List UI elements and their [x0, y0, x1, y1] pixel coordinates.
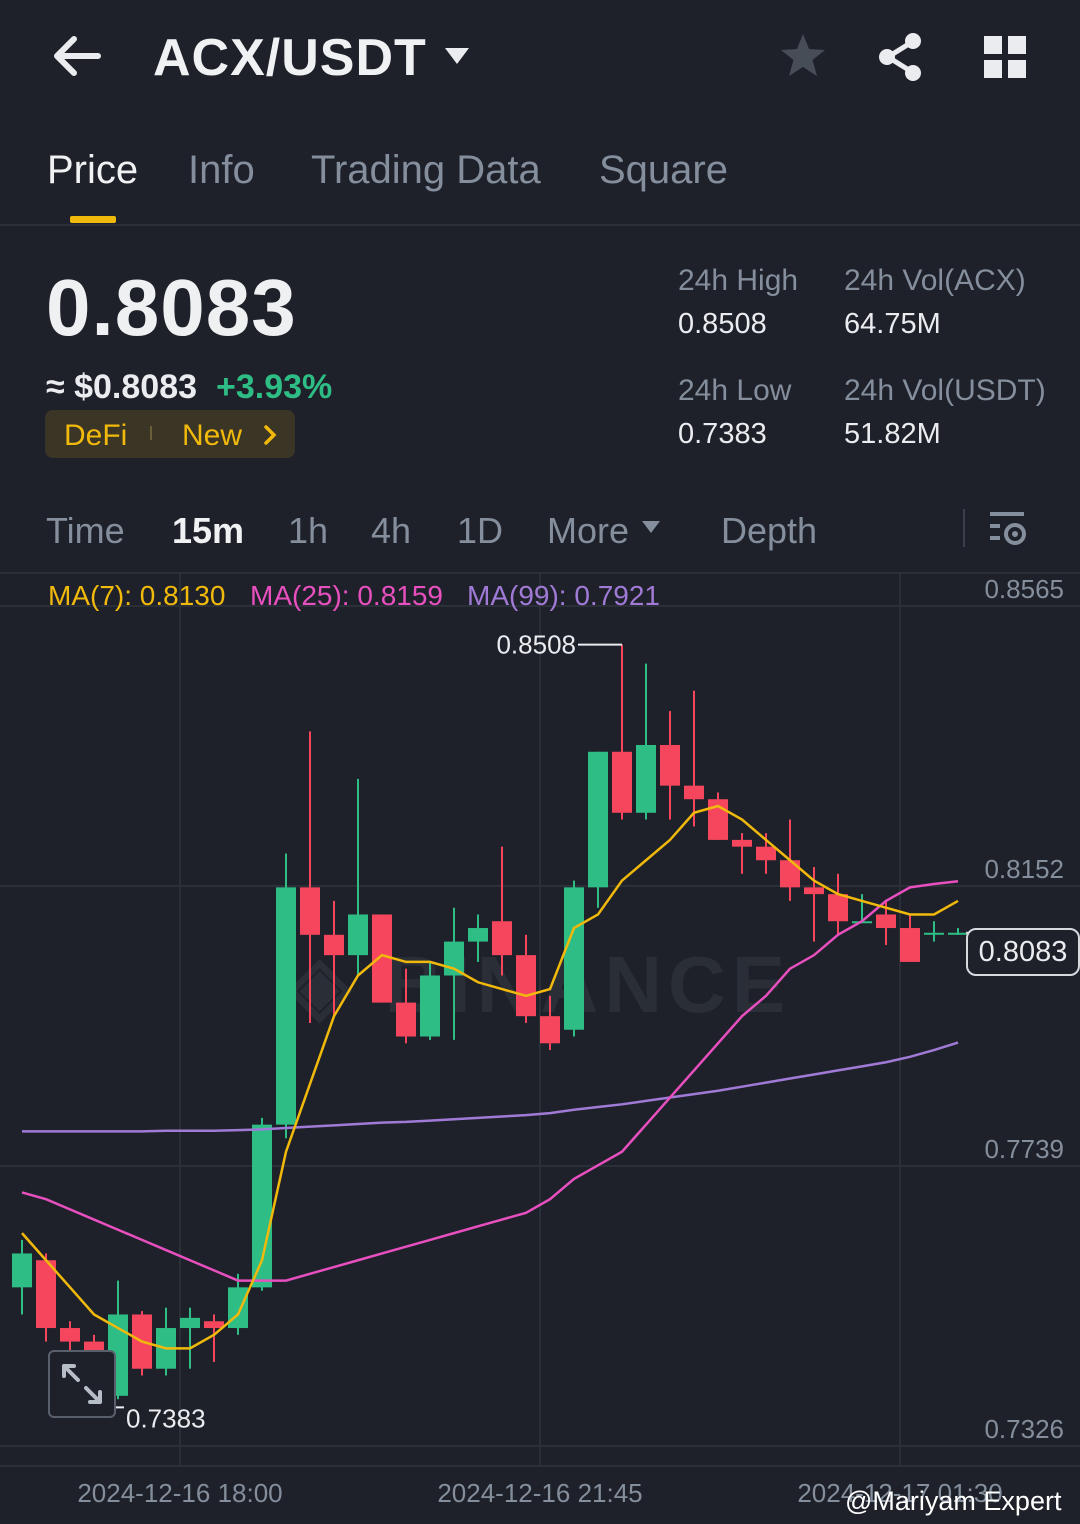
- min-price-label: 0.7383: [126, 1403, 206, 1433]
- price-change-percent: +3.93%: [216, 368, 333, 406]
- tab-price[interactable]: Price: [47, 148, 139, 192]
- candle-body: [324, 934, 344, 956]
- candle-body: [516, 955, 536, 1017]
- max-price-label: 0.8508: [496, 630, 576, 660]
- ma99-legend: MA(99): 0.7921: [467, 580, 660, 611]
- candle-body: [780, 860, 800, 888]
- candle-body: [540, 1016, 560, 1044]
- tab-trading-data[interactable]: Trading Data: [311, 148, 541, 192]
- tag-separator: [150, 426, 152, 440]
- interval-4h[interactable]: 4h: [371, 510, 412, 551]
- chart-settings-icon[interactable]: [988, 508, 1028, 548]
- back-arrow-icon[interactable]: [50, 34, 102, 78]
- tag-defi[interactable]: DeFi: [64, 419, 128, 452]
- candle-body: [276, 887, 296, 1125]
- tab-divider: [0, 224, 1080, 226]
- y-tick-label: 0.8152: [984, 854, 1064, 884]
- pair-title[interactable]: ACX/USDT: [153, 29, 427, 87]
- candle-body: [252, 1124, 272, 1288]
- vol-base-value: 64.75M: [844, 308, 941, 340]
- expand-icon: [62, 1364, 102, 1404]
- x-tick-label: 2024-12-16 21:45: [437, 1478, 642, 1508]
- candle-body: [396, 1002, 416, 1037]
- interval-1h[interactable]: 1h: [288, 510, 329, 551]
- candle-body: [444, 941, 464, 976]
- candle-body: [612, 751, 632, 813]
- candle-body: [12, 1253, 32, 1288]
- candle-body: [684, 785, 704, 800]
- tag-new[interactable]: New: [182, 419, 243, 452]
- ma7-legend: MA(7): 0.8130: [48, 580, 226, 611]
- vol-quote-label: 24h Vol(USDT): [844, 374, 1046, 407]
- candle-body: [348, 914, 368, 956]
- last-price: 0.8083: [46, 263, 297, 352]
- candle-body: [900, 928, 920, 962]
- low-label: 24h Low: [678, 374, 792, 407]
- watermark: @Mariyam Expert: [845, 1486, 1062, 1516]
- y-tick-label: 0.7739: [984, 1134, 1064, 1164]
- caret-down-icon[interactable]: [443, 46, 471, 66]
- ma7-line: [21, 804, 959, 1350]
- interval-more[interactable]: More: [547, 510, 630, 551]
- candle-body: [468, 928, 488, 942]
- vol-quote-value: 51.82M: [844, 418, 941, 450]
- interval-separator: [963, 509, 965, 547]
- ma99-line: [22, 1041, 959, 1133]
- candle-body: [660, 744, 680, 786]
- candle-body: [828, 894, 848, 922]
- interval-15m[interactable]: 15m: [172, 510, 245, 551]
- tab-square[interactable]: Square: [599, 148, 728, 192]
- tags-chip[interactable]: [45, 410, 295, 458]
- ma25-line: [21, 880, 959, 1282]
- candle-body: [300, 887, 320, 935]
- tab-info[interactable]: Info: [188, 148, 255, 192]
- candle-body: [420, 975, 440, 1037]
- usd-price: ≈ $0.8083: [46, 368, 198, 406]
- candle-body: [492, 921, 512, 956]
- candle-body: [180, 1317, 200, 1329]
- grid-icon[interactable]: [982, 34, 1028, 80]
- x-tick-label: 2024-12-16 18:00: [77, 1478, 282, 1508]
- share-icon[interactable]: [876, 32, 924, 82]
- chevron-right-icon[interactable]: [262, 424, 278, 446]
- caret-down-icon[interactable]: [641, 520, 661, 534]
- candle-body: [564, 887, 584, 1030]
- ma25-legend: MA(25): 0.8159: [250, 580, 443, 611]
- interval-1d[interactable]: 1D: [457, 510, 504, 551]
- x-tick-label: 2024-12-17 01:30: [797, 1478, 1002, 1508]
- interval-depth[interactable]: Depth: [721, 510, 818, 551]
- candle-body: [876, 914, 896, 929]
- high-label: 24h High: [678, 264, 799, 297]
- candle-body: [924, 932, 944, 935]
- candle-body: [372, 914, 392, 1003]
- candle-body: [636, 744, 656, 813]
- interval-time[interactable]: Time: [46, 510, 125, 551]
- low-value: 0.7383: [678, 418, 767, 450]
- high-value: 0.8508: [678, 308, 767, 340]
- current-price-tag: [966, 928, 1080, 976]
- chart-top-divider: [0, 572, 1080, 574]
- candle-body: [36, 1260, 56, 1329]
- active-tab-indicator: [70, 216, 116, 223]
- candle-body: [60, 1328, 80, 1342]
- candle-body: [588, 751, 608, 888]
- fullscreen-button[interactable]: [48, 1350, 116, 1418]
- candle-body: [804, 887, 824, 895]
- candle-body: [732, 839, 752, 847]
- y-tick-label: 0.8565: [984, 574, 1064, 604]
- candle-body: [948, 932, 968, 935]
- y-tick-label: 0.7326: [984, 1414, 1064, 1444]
- current-price-label: 0.8083: [978, 936, 1068, 968]
- candle-body: [756, 846, 776, 861]
- vol-base-label: 24h Vol(ACX): [844, 264, 1026, 297]
- candle-body: [204, 1321, 224, 1329]
- star-icon[interactable]: [779, 32, 827, 80]
